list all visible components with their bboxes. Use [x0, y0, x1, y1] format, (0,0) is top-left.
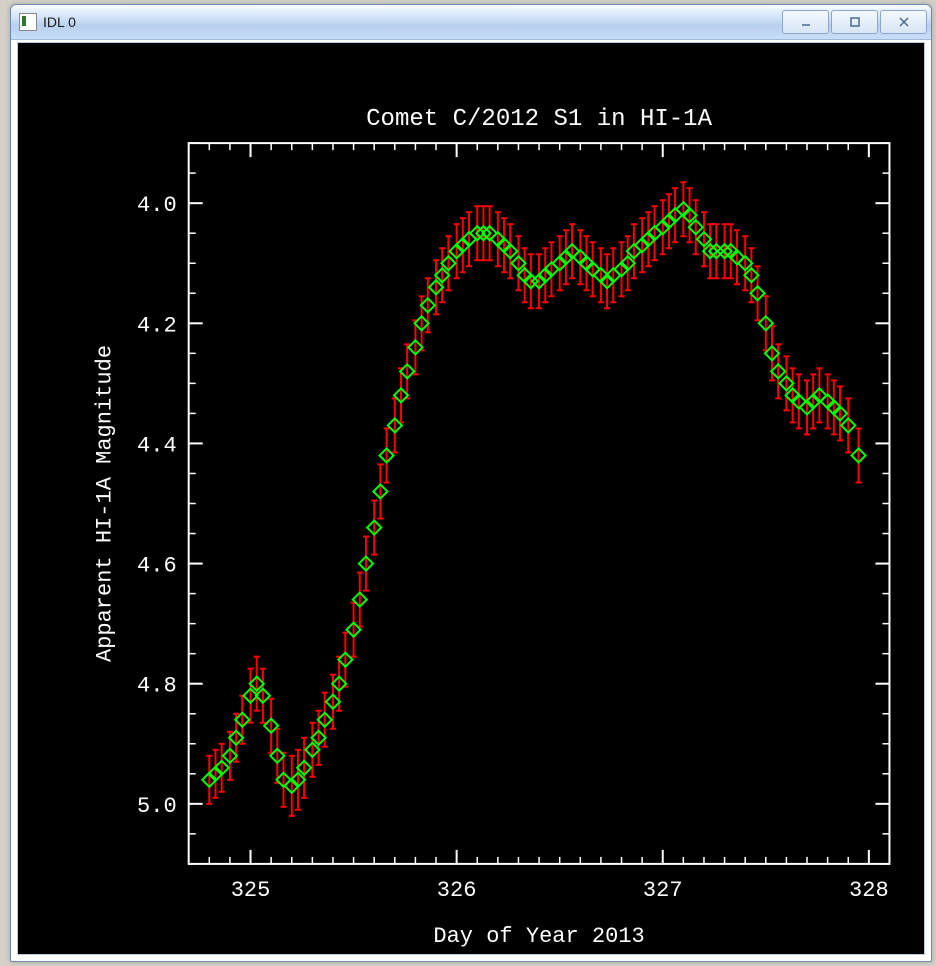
window-buttons	[782, 10, 927, 34]
minimize-button[interactable]	[782, 10, 829, 34]
svg-text:325: 325	[231, 878, 271, 903]
minimize-icon	[799, 15, 813, 29]
svg-text:4.8: 4.8	[137, 674, 177, 699]
app-window: IDL 0 Comet C/2012 S1 in HI-1A Day of Yea…	[10, 4, 932, 962]
svg-text:4.6: 4.6	[137, 554, 177, 579]
svg-text:Apparent HI-1A Magnitude: Apparent HI-1A Magnitude	[93, 345, 118, 662]
svg-text:4.2: 4.2	[137, 313, 177, 338]
plot-canvas: Comet C/2012 S1 in HI-1A Day of Year 2013…	[18, 43, 924, 954]
maximize-icon	[848, 15, 862, 29]
app-icon	[19, 13, 37, 31]
svg-text:Comet C/2012 S1 in HI-1A: Comet C/2012 S1 in HI-1A	[366, 106, 712, 133]
client-area: Comet C/2012 S1 in HI-1A Day of Year 2013…	[17, 42, 925, 955]
svg-text:326: 326	[437, 878, 477, 903]
close-button[interactable]	[880, 10, 927, 34]
maximize-button[interactable]	[831, 10, 878, 34]
window-title: IDL 0	[43, 14, 782, 30]
svg-text:327: 327	[643, 878, 683, 903]
close-icon	[897, 15, 911, 29]
svg-text:328: 328	[849, 878, 889, 903]
svg-text:4.0: 4.0	[137, 193, 177, 218]
titlebar[interactable]: IDL 0	[11, 5, 931, 40]
svg-text:4.4: 4.4	[137, 433, 177, 458]
svg-text:Day of Year 2013: Day of Year 2013	[433, 924, 644, 949]
svg-text:5.0: 5.0	[137, 794, 177, 819]
scatter-plot: Comet C/2012 S1 in HI-1A Day of Year 2013…	[18, 43, 924, 954]
